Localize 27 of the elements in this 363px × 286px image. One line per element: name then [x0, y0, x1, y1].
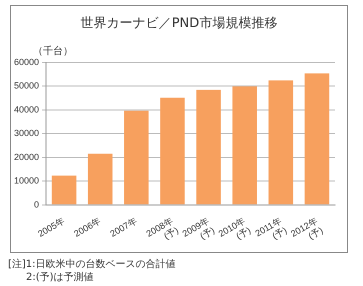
x-tick-label: 2007年: [108, 216, 139, 239]
bar: [160, 98, 185, 204]
x-tick-label: 2008年 (予): [144, 216, 180, 242]
bar: [52, 176, 76, 204]
y-tick-label: 40000: [14, 104, 40, 114]
y-tick-label: 0: [34, 199, 40, 210]
y-tick-label: 60000: [14, 56, 40, 67]
y-tick-label: 10000: [14, 176, 40, 186]
x-tick-label: 2006年: [72, 216, 102, 239]
x-tick-label: 2011年 (予): [254, 216, 288, 242]
x-tick-label: 2010年 (予): [216, 216, 252, 242]
chart-title: 世界カーナビ／PND市場規模推移: [80, 15, 278, 32]
bar: [304, 73, 330, 204]
bar: [88, 154, 112, 204]
y-axis-title: （千台）: [33, 44, 73, 58]
x-tick-label: 2005年: [36, 216, 66, 239]
x-tick-label: 2009年 (予): [180, 216, 216, 242]
text: 2:(予)は予測値: [25, 271, 95, 284]
text: [注]1:日欧米中の台数ベースの合計値: [8, 258, 176, 271]
bar: [268, 80, 294, 204]
y-tick-label: 20000: [14, 152, 40, 162]
bar: [124, 110, 149, 204]
y-tick-label: 30000: [14, 128, 40, 138]
y-tick-label: 50000: [14, 80, 40, 91]
bar: [232, 86, 257, 204]
x-tick-label: 2012年 (予): [289, 216, 325, 242]
bar: [196, 90, 221, 204]
